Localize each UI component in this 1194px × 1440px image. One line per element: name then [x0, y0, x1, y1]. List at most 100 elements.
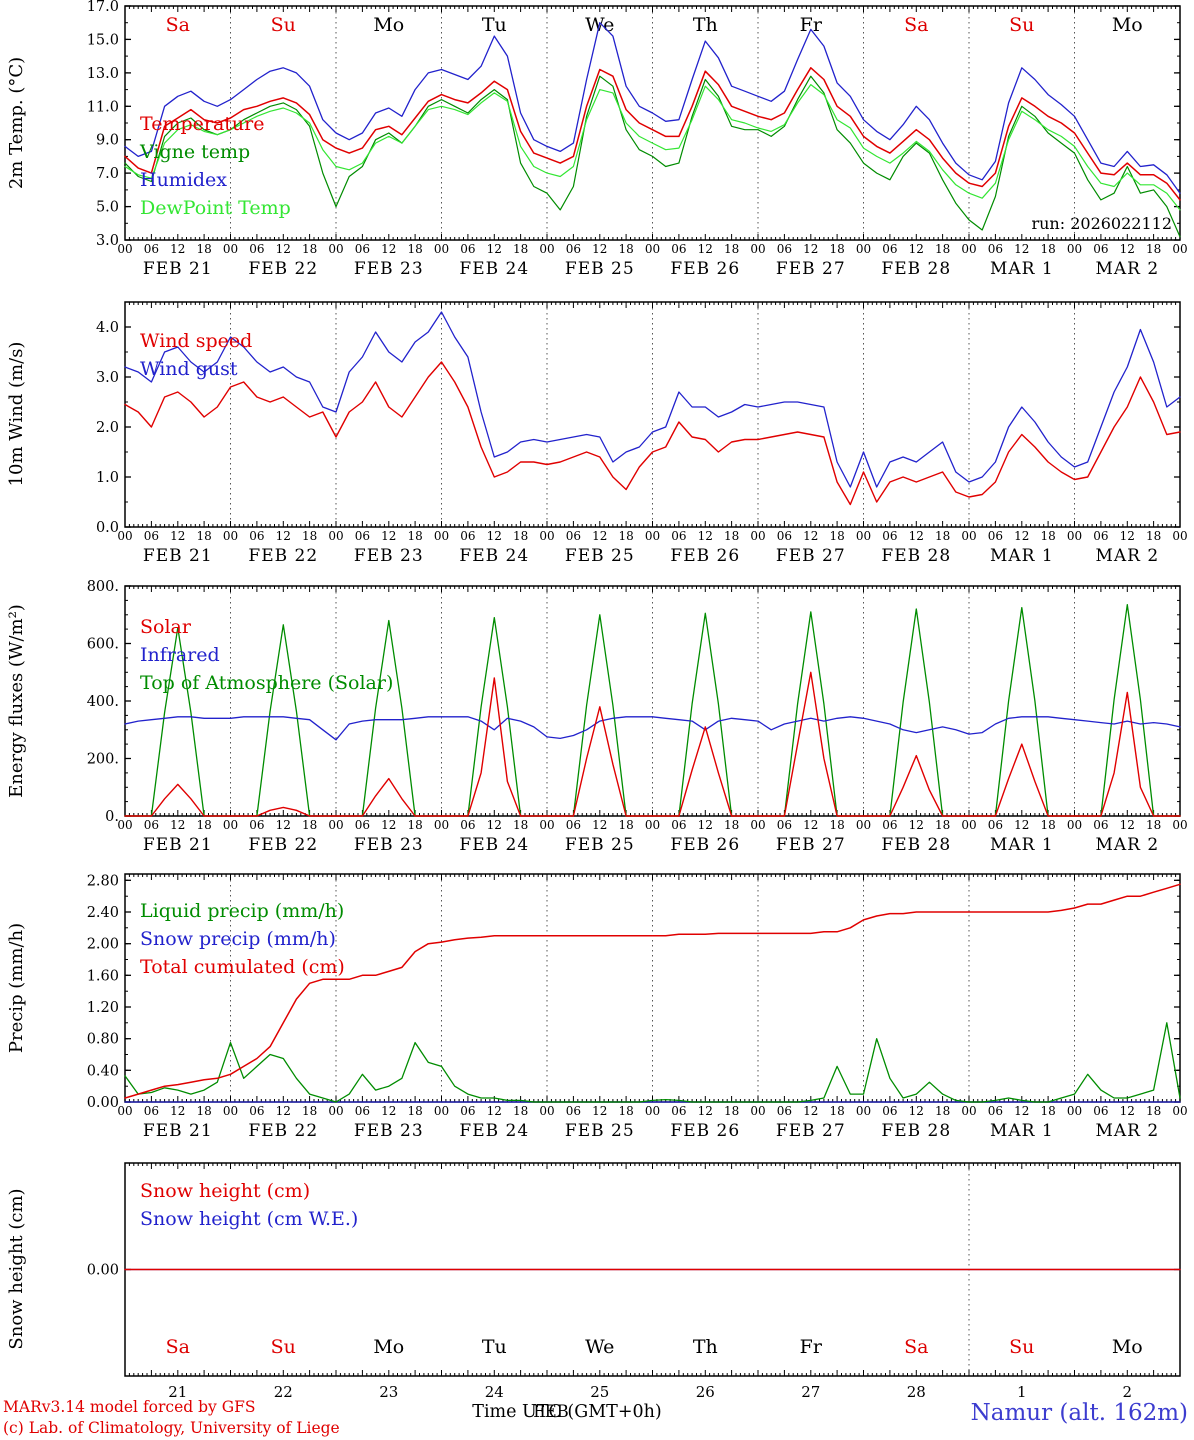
svg-text:FEB 23: FEB 23 [354, 835, 424, 855]
svg-text:Su: Su [1009, 14, 1034, 36]
svg-text:12: 12 [1120, 1104, 1135, 1118]
svg-text:18: 18 [196, 529, 211, 543]
svg-text:06: 06 [671, 1104, 686, 1118]
svg-text:12: 12 [698, 242, 713, 256]
temp-axis-title: 2m Temp. (°C) [6, 57, 27, 189]
svg-text:18: 18 [302, 529, 317, 543]
svg-text:12: 12 [909, 1104, 924, 1118]
svg-text:2.40: 2.40 [87, 905, 119, 921]
svg-text:06: 06 [144, 529, 159, 543]
svg-text:00: 00 [961, 818, 976, 832]
svg-text:12: 12 [381, 1104, 396, 1118]
snow-date-numbers: 21 22 23 24 25 26 27 28 1 2 [168, 1383, 1132, 1401]
svg-text:3.0: 3.0 [96, 370, 119, 386]
svg-text:06: 06 [460, 529, 475, 543]
svg-text:00: 00 [1172, 1104, 1187, 1118]
svg-text:00: 00 [539, 529, 554, 543]
svg-text:FEB 23: FEB 23 [354, 1121, 424, 1141]
svg-text:12: 12 [1120, 242, 1135, 256]
svg-text:00: 00 [961, 1104, 976, 1118]
svg-text:18: 18 [302, 818, 317, 832]
svg-text:18: 18 [513, 818, 528, 832]
svg-text:FEB 24: FEB 24 [459, 259, 529, 279]
svg-text:06: 06 [460, 1104, 475, 1118]
svg-text:FEB 27: FEB 27 [776, 546, 846, 566]
svg-text:12: 12 [276, 818, 291, 832]
svg-text:0.: 0. [105, 809, 119, 825]
humidex-line [124, 22, 1181, 194]
svg-text:Mo: Mo [373, 14, 404, 36]
svg-text:12: 12 [487, 529, 502, 543]
svg-text:00: 00 [645, 818, 660, 832]
svg-text:12: 12 [1120, 818, 1135, 832]
svg-text:00: 00 [645, 529, 660, 543]
svg-text:Su: Su [271, 14, 296, 36]
svg-text:18: 18 [196, 818, 211, 832]
svg-text:We: We [585, 1336, 614, 1358]
svg-text:18: 18 [1040, 242, 1055, 256]
svg-text:FEB 26: FEB 26 [670, 835, 740, 855]
svg-text:12: 12 [1014, 818, 1029, 832]
svg-text:FEB 27: FEB 27 [776, 1121, 846, 1141]
svg-text:12: 12 [803, 529, 818, 543]
svg-text:12: 12 [276, 242, 291, 256]
svg-text:Fr: Fr [800, 1336, 823, 1358]
svg-text:11.0: 11.0 [87, 99, 119, 115]
svg-text:06: 06 [882, 242, 897, 256]
svg-text:FEB 24: FEB 24 [459, 1121, 529, 1141]
temperature-panel: 17.015.013.011.09.07.05.03.000 06 12 18 00 06… [87, 0, 1188, 279]
vigne-temp-line [124, 75, 1181, 238]
svg-text:18: 18 [618, 818, 633, 832]
svg-text:Mo: Mo [1112, 14, 1143, 36]
svg-text:2.00: 2.00 [87, 937, 119, 953]
svg-text:13.0: 13.0 [87, 66, 119, 82]
svg-text:12: 12 [276, 1104, 291, 1118]
svg-text:06: 06 [249, 1104, 264, 1118]
svg-text:Mo: Mo [373, 1336, 404, 1358]
svg-text:Liquid precip (mm/h): Liquid precip (mm/h) [140, 900, 344, 922]
svg-text:Humidex: Humidex [140, 169, 227, 191]
run-label: run: 2026022112 [1031, 214, 1172, 233]
svg-text:00: 00 [539, 242, 554, 256]
wind-speed-line [124, 361, 1181, 506]
snow-ytick-labels: 0.00 [87, 1263, 119, 1279]
svg-text:Tu: Tu [482, 1336, 507, 1358]
svg-text:00: 00 [856, 818, 871, 832]
svg-text:Snow precip (mm/h): Snow precip (mm/h) [140, 928, 336, 950]
svg-text:5.0: 5.0 [96, 200, 119, 216]
svg-text:00: 00 [1067, 818, 1082, 832]
svg-text:12: 12 [170, 529, 185, 543]
svg-text:FEB 28: FEB 28 [881, 1121, 951, 1141]
precip-hour-labels: 00 06 12 18 00 06 12 18 00 06 12 18 00 06 12 18 00 06 12 18… [117, 1104, 1187, 1118]
svg-text:00: 00 [223, 242, 238, 256]
svg-text:06: 06 [355, 242, 370, 256]
svg-text:FEB 25: FEB 25 [565, 835, 635, 855]
svg-text:0.80: 0.80 [87, 1032, 119, 1048]
svg-text:1.60: 1.60 [87, 968, 119, 984]
svg-text:06: 06 [988, 529, 1003, 543]
liquid-precip-mm-h-line [124, 1022, 1181, 1103]
svg-text:Fr: Fr [800, 14, 823, 36]
svg-text:FEB 28: FEB 28 [881, 259, 951, 279]
svg-text:12: 12 [1014, 242, 1029, 256]
snow-weekday-labels: Sa Su Mo Tu We Th Fr Sa Su Mo [166, 1336, 1143, 1358]
svg-text:FEB 25: FEB 25 [565, 1121, 635, 1141]
svg-text:800.: 800. [87, 579, 119, 595]
temp-date-labels: FEB 21 FEB 22 FEB 23 FEB 24 FEB 25 FEB 26 FEB … [143, 259, 1158, 279]
wind-hour-labels: 00 06 12 18 00 06 12 18 00 06 12 18 00 06 12 18 00 06 12 18… [117, 529, 1187, 543]
svg-text:0.0: 0.0 [96, 520, 119, 536]
svg-text:Temperature: Temperature [140, 113, 264, 135]
svg-text:00: 00 [434, 529, 449, 543]
temp-hour-labels: 00 06 12 18 00 06 12 18 00 06 12 18 00 06 12 18 00 06 12 18… [117, 242, 1187, 256]
svg-text:18: 18 [1146, 818, 1161, 832]
svg-text:18: 18 [935, 529, 950, 543]
svg-text:FEB 21: FEB 21 [143, 546, 213, 566]
svg-text:18: 18 [618, 242, 633, 256]
svg-text:00: 00 [117, 818, 132, 832]
svg-text:18: 18 [196, 242, 211, 256]
svg-text:18: 18 [724, 818, 739, 832]
svg-text:FEB 28: FEB 28 [881, 835, 951, 855]
station-label: Namur (alt. 162m) [971, 1400, 1188, 1426]
